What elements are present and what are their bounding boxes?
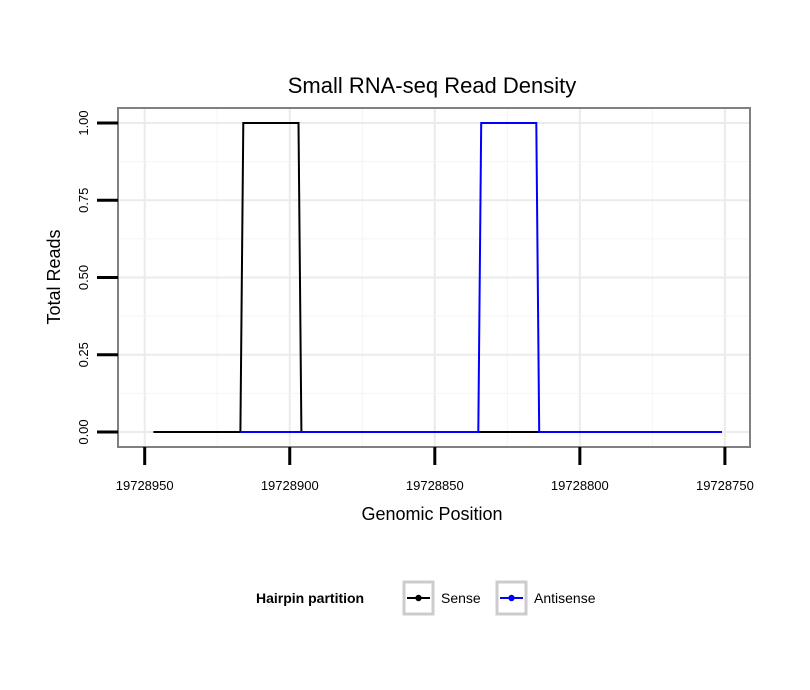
y-tick-label: 0.25: [76, 342, 91, 367]
y-axis: 0.00 0.25 0.50 0.75 1.00: [76, 110, 118, 445]
legend: Hairpin partition Sense Antisense: [256, 580, 596, 616]
legend-label-sense: Sense: [441, 590, 481, 606]
x-tick-label: 19728950: [116, 478, 174, 493]
y-tick-label: 0.75: [76, 188, 91, 213]
x-tick-label: 19728750: [696, 478, 754, 493]
x-axis: 19728950 19728900 19728850 19728800 19728750: [116, 447, 754, 493]
y-tick-label: 0.50: [76, 265, 91, 290]
plot-panel: [117, 107, 751, 448]
legend-label-antisense: Antisense: [534, 590, 596, 606]
legend-key-point-antisense: [508, 594, 515, 602]
legend-item-antisense: Antisense: [495, 580, 596, 616]
y-axis-title: Total Reads: [44, 229, 64, 324]
legend-item-sense: Sense: [402, 580, 481, 616]
series-line-antisense: [240, 122, 722, 433]
x-axis-title: Genomic Position: [361, 504, 502, 524]
chart-title: Small RNA-seq Read Density: [288, 73, 577, 98]
legend-items: Sense Antisense: [402, 580, 596, 616]
legend-key-point-sense: [415, 594, 422, 602]
legend-title: Hairpin partition: [256, 590, 364, 606]
y-tick-label: 1.00: [76, 110, 91, 135]
x-tick-label: 19728900: [261, 478, 319, 493]
x-tick-label: 19728800: [551, 478, 609, 493]
y-tick-label: 0.00: [76, 419, 91, 444]
series-lines: [153, 122, 722, 433]
x-tick-label: 19728850: [406, 478, 464, 493]
